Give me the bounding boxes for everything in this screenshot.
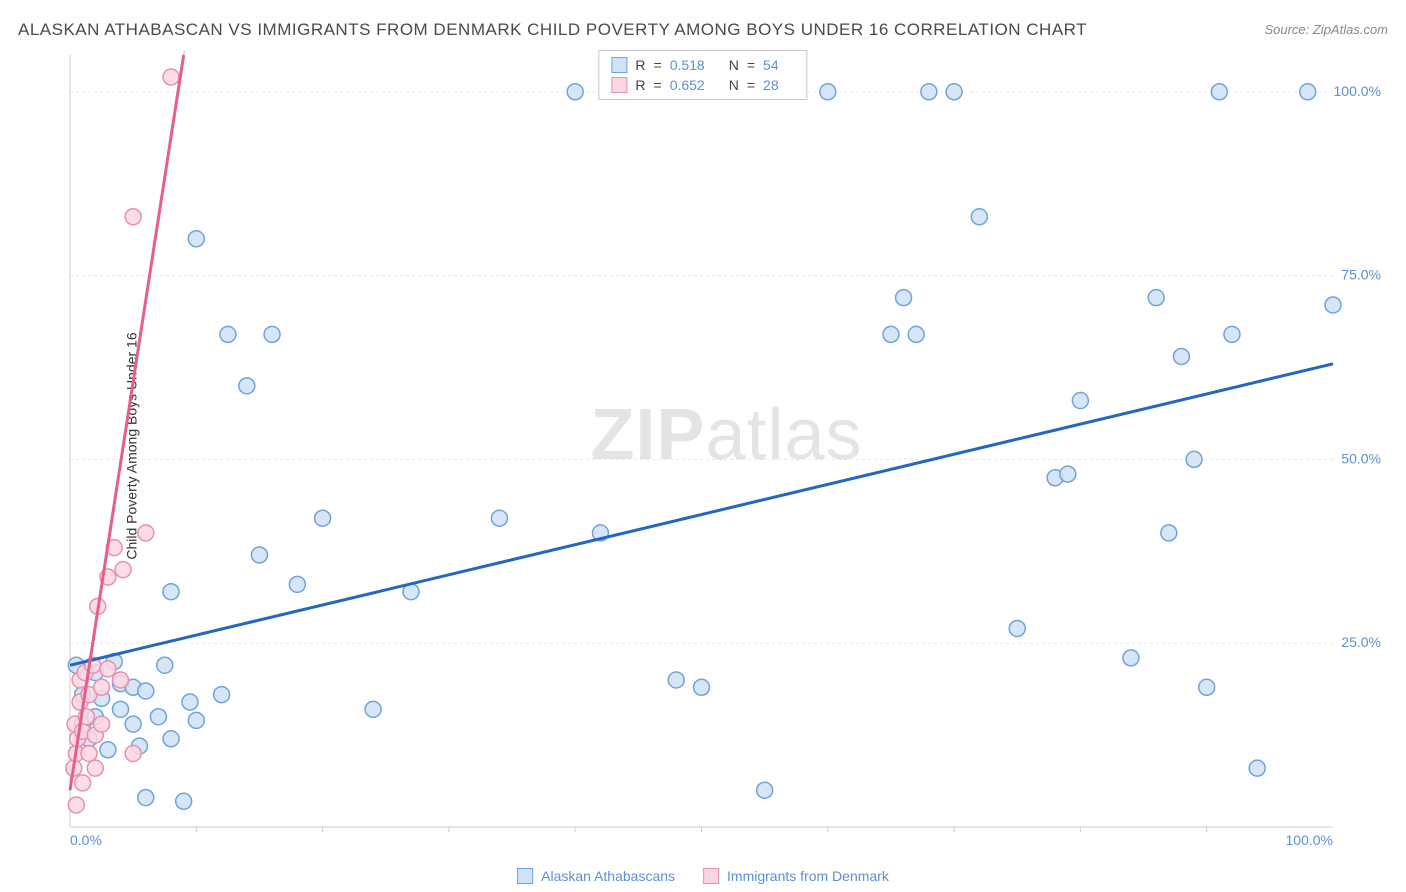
n-value-series2: 28 xyxy=(763,77,779,93)
eq-label: = xyxy=(654,57,662,73)
r-label: R xyxy=(635,77,645,93)
bottom-legend: Alaskan Athabascans Immigrants from Denm… xyxy=(517,868,889,884)
stats-row-series2: R = 0.652 N = 28 xyxy=(611,75,794,95)
legend-label-series2: Immigrants from Denmark xyxy=(727,868,889,884)
r-value-series1: 0.518 xyxy=(670,57,705,73)
n-label: N xyxy=(729,77,739,93)
svg-text:25.0%: 25.0% xyxy=(1341,634,1381,650)
legend-swatch-series2 xyxy=(703,868,719,884)
chart-plot-area: 25.0%50.0%75.0%100.0%0.0%100.0% ZIPatlas xyxy=(65,50,1388,852)
svg-text:75.0%: 75.0% xyxy=(1341,267,1381,283)
stats-row-series1: R = 0.518 N = 54 xyxy=(611,55,794,75)
eq-label: = xyxy=(747,57,755,73)
n-label: N xyxy=(729,57,739,73)
svg-text:50.0%: 50.0% xyxy=(1341,450,1381,466)
svg-text:0.0%: 0.0% xyxy=(70,832,102,848)
swatch-series1 xyxy=(611,57,627,73)
svg-text:100.0%: 100.0% xyxy=(1286,832,1333,848)
correlation-stats-box: R = 0.518 N = 54 R = 0.652 N = 28 xyxy=(598,50,807,100)
source-attribution: Source: ZipAtlas.com xyxy=(1264,22,1388,37)
legend-item-series1: Alaskan Athabascans xyxy=(517,868,675,884)
eq-label: = xyxy=(654,77,662,93)
r-value-series2: 0.652 xyxy=(670,77,705,93)
eq-label: = xyxy=(747,77,755,93)
chart-title: ALASKAN ATHABASCAN VS IMMIGRANTS FROM DE… xyxy=(18,20,1087,40)
n-value-series1: 54 xyxy=(763,57,779,73)
swatch-series2 xyxy=(611,77,627,93)
legend-item-series2: Immigrants from Denmark xyxy=(703,868,889,884)
legend-swatch-series1 xyxy=(517,868,533,884)
scatter-chart-svg: 25.0% 50.0% 75.0% 100.0% 0.0% 100.0% xyxy=(65,50,1388,852)
legend-label-series1: Alaskan Athabascans xyxy=(541,868,675,884)
svg-text:100.0%: 100.0% xyxy=(1334,83,1381,99)
r-label: R xyxy=(635,57,645,73)
